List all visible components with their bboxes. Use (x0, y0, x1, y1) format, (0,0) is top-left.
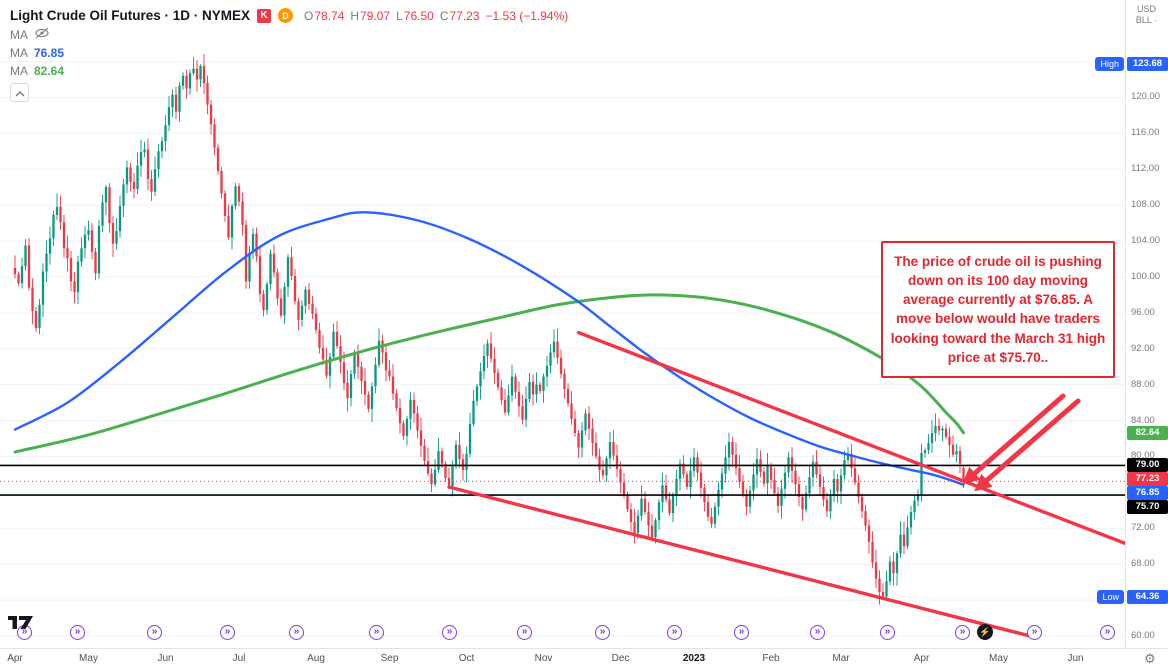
indicator-label: MA (10, 27, 28, 42)
chart-canvas[interactable] (0, 0, 1125, 648)
time-axis[interactable]: Apr May Jun Jul Aug Sep Oct Nov Dec 2023 Feb Mar Apr… (0, 648, 1168, 669)
price-tick-label: 108.00 (1131, 199, 1161, 211)
price-badge: 77.23 (1127, 472, 1168, 487)
price-tick-label: 92.00 (1131, 342, 1155, 354)
price-badge: 82.64 (1127, 425, 1168, 440)
timeline-marker[interactable]: » (517, 625, 532, 640)
time-axis-label: Oct (458, 653, 475, 664)
timeline-marker[interactable]: » (289, 625, 304, 640)
price-badge: 75.70 (1127, 500, 1168, 515)
price-tick-label: 68.00 (1131, 558, 1155, 570)
annotation-arrow[interactable] (974, 398, 1081, 492)
high-value: 79.07 (360, 8, 391, 23)
timeline-marker[interactable]: » (220, 625, 235, 640)
timeline-marker[interactable]: » (734, 625, 749, 640)
ma200-value: 82.64 (34, 63, 65, 78)
close-label: C (439, 8, 449, 23)
trendline[interactable] (576, 330, 1126, 546)
indicator-row-ma-hidden[interactable]: MA (10, 26, 568, 43)
time-axis-label: Nov (534, 653, 553, 664)
indicator-label: MA (10, 63, 28, 78)
low-label-pill: Low (1097, 589, 1124, 604)
trendline[interactable] (447, 485, 1039, 640)
price-tick-label: 100.00 (1131, 270, 1161, 282)
symbol-row: Light Crude Oil Futures · 1D · NYMEX K D… (10, 6, 568, 25)
change-value: −1.53 (−1.94%) (485, 8, 569, 23)
grid-layer (0, 60, 1125, 637)
price-tick-label: 120.00 (1131, 91, 1161, 103)
price-tick-label: 96.00 (1131, 306, 1155, 318)
annotation-callout[interactable]: The price of crude oil is pushing down o… (881, 241, 1115, 378)
high-label-pill: High (1095, 57, 1124, 72)
price-badge: 76.85 (1127, 485, 1168, 500)
timeline-marker[interactable]: » (667, 625, 682, 640)
timeline-marker[interactable]: » (369, 625, 384, 640)
symbol-title[interactable]: Light Crude Oil Futures · 1D · NYMEX (10, 8, 251, 23)
candles-layer (13, 53, 965, 605)
tradingview-logo[interactable] (8, 616, 34, 639)
symbol-logo-icon: K (257, 8, 272, 23)
lightning-marker[interactable]: ⚡ (977, 624, 993, 640)
indicator-row-ma100[interactable]: MA 76.85 (10, 44, 568, 61)
settings-gear-icon[interactable]: ⚙ (1144, 651, 1156, 666)
open-label: O (304, 8, 314, 23)
price-tick-label: 104.00 (1131, 235, 1161, 246)
time-axis-label: Jun (1067, 653, 1084, 664)
ma-200-line[interactable] (13, 293, 965, 454)
time-axis-label: Sep (380, 653, 399, 664)
time-axis-label: May (989, 653, 1008, 664)
timeline-marker[interactable]: » (880, 625, 895, 640)
price-unit-label[interactable]: USD BLL · (1126, 4, 1167, 26)
hidden-eye-icon[interactable] (34, 27, 50, 42)
timeline-marker[interactable]: » (955, 625, 970, 640)
timeline-markers-row: »»»»»»»»»»»»»»»» ⚡ (0, 624, 1168, 644)
price-badge: 123.68 (1127, 57, 1168, 72)
low-value: 76.50 (403, 8, 434, 23)
interval-badge[interactable]: D (278, 8, 294, 23)
chart-legend: Light Crude Oil Futures · 1D · NYMEX K D… (10, 6, 568, 79)
chevron-up-icon (15, 84, 25, 102)
annotation-arrow[interactable] (962, 393, 1066, 485)
collapse-legend-button[interactable] (10, 83, 29, 102)
timeline-marker[interactable]: » (810, 625, 825, 640)
low-label: L (396, 8, 403, 23)
price-tick-label: 116.00 (1131, 127, 1160, 139)
price-tick-label: 60.00 (1131, 630, 1155, 642)
time-axis-label: Apr (7, 653, 23, 664)
unit-currency: USD (1136, 4, 1156, 14)
time-axis-label: Jun (157, 653, 174, 664)
price-tick-label: 84.00 (1131, 414, 1155, 426)
timeline-marker[interactable]: » (147, 625, 162, 640)
timeline-marker[interactable]: » (1100, 625, 1115, 640)
time-axis-label: Dec (611, 653, 630, 664)
time-axis-label: Apr (913, 653, 930, 664)
price-badge: 64.36 (1127, 589, 1168, 604)
timeline-marker[interactable]: » (70, 625, 85, 640)
price-tick-label: 112.00 (1131, 163, 1160, 175)
indicator-label: MA (10, 45, 28, 60)
price-badge: 79.00 (1127, 458, 1168, 473)
high-label: H (350, 8, 360, 23)
ma-100-line[interactable] (13, 211, 965, 486)
time-axis-label: Aug (307, 653, 325, 664)
time-axis-label: Jul (232, 653, 246, 664)
ma100-value: 76.85 (34, 45, 65, 60)
unit-measure: BLL · (1135, 15, 1158, 25)
timeline-marker[interactable]: » (595, 625, 610, 640)
price-tick-label: 80.00 (1131, 450, 1155, 462)
ohlc-readout: O 78.74 H 79.07 L 76.50 C 77.23 −1.53 (−1.94… (304, 9, 568, 23)
open-value: 78.74 (314, 8, 345, 23)
indicator-row-ma200[interactable]: MA 82.64 (10, 62, 568, 79)
price-tick-label: 88.00 (1131, 378, 1155, 390)
price-scale[interactable]: 60.00 68.00 72.00 80.00 84.00 88.00 92.00 96.00… (1125, 0, 1168, 648)
close-value: 77.23 (449, 8, 480, 23)
time-axis-label: Mar (832, 653, 850, 664)
time-axis-label: May (79, 653, 98, 664)
timeline-marker[interactable]: » (1027, 625, 1042, 640)
time-axis-label: Feb (762, 653, 780, 664)
time-axis-label: 2023 (682, 653, 706, 664)
timeline-marker[interactable]: » (442, 625, 457, 640)
price-tick-label: 72.00 (1131, 522, 1155, 534)
